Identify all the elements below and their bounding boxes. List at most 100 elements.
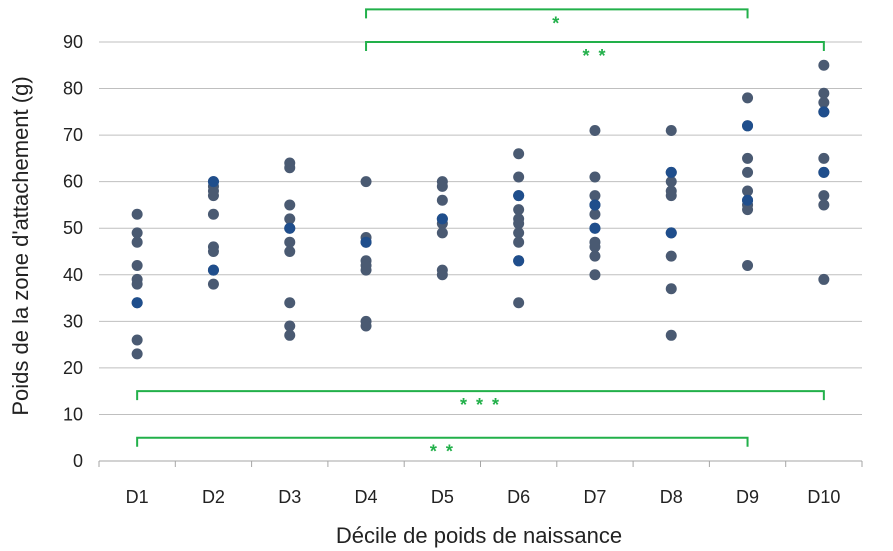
data-point-D1 [131,348,143,360]
y-tick-label-70: 70 [63,125,83,145]
data-point-D2 [207,278,219,290]
data-point-D1 [131,227,143,239]
data-point-D6 [513,218,525,230]
data-point-D7 [589,269,601,281]
data-point-D7 [589,208,601,220]
data-point-D9 [742,166,754,178]
data-point-D7 [589,171,601,183]
x-tick-label-D2: D2 [202,487,225,507]
data-point-D10 [818,59,830,71]
data-point-D9 [742,259,754,271]
data-point-D9 [742,152,754,164]
data-point-D5 [436,194,448,206]
data-point-highlight-D9 [742,194,754,206]
y-tick-label-0: 0 [73,451,83,471]
data-point-D3 [284,246,296,257]
data-point-D3 [284,199,296,211]
significance-bracket-D4-D10 [365,41,825,51]
data-point-D6 [513,227,525,239]
data-point-D1 [131,334,143,346]
data-point-highlight-D1 [131,297,143,309]
x-tick-label-D3: D3 [278,487,301,507]
data-point-D1 [131,208,143,220]
data-point-D10 [818,87,830,99]
data-point-D8 [665,283,677,295]
data-point-D10 [818,190,830,202]
y-axis-title: Poids de la zone d'attachement (g) [8,76,33,415]
y-tick-label-10: 10 [63,404,83,424]
data-point-D8 [665,176,677,188]
data-point-highlight-D2 [207,176,219,188]
x-tick-label-D1: D1 [126,487,149,507]
data-point-D1 [131,278,143,290]
data-point-D4 [360,264,372,276]
data-point-highlight-D8 [665,166,677,178]
y-tick-label-20: 20 [63,358,83,378]
data-point-D1 [131,236,143,248]
data-point-highlight-D5 [436,213,448,225]
data-point-D7 [589,190,601,202]
data-point-D8 [665,124,677,136]
y-tick-label-90: 90 [63,32,83,52]
data-point-D5 [436,269,448,281]
x-axis-title: Décile de poids de naissance [336,523,622,548]
data-point-D3 [284,297,296,309]
data-point-D9 [742,92,754,104]
data-point-D3 [284,213,296,225]
data-point-D2 [207,190,219,202]
significance-bracket-D1-D10 [136,390,825,401]
data-point-D10 [818,273,830,285]
x-tick-label-D7: D7 [583,487,606,507]
data-point-D7 [589,241,601,253]
data-point-D7 [589,250,601,262]
data-point-D9 [742,204,754,216]
significance-label-D1-D9: * * [430,442,455,462]
significance-brackets: * * * * * * * * [136,8,825,462]
data-point-D6 [513,236,525,248]
data-point-D6 [513,148,525,160]
data-point-highlight-D10 [818,106,830,118]
data-point-D5 [436,227,448,239]
data-point-D8 [665,329,677,341]
x-tick-label-D6: D6 [507,487,530,507]
data-point-D6 [513,204,525,216]
data-point-D1 [131,259,143,271]
data-point-highlight-D3 [284,222,296,234]
data-point-highlight-D7 [589,222,601,234]
data-point-D8 [665,190,677,202]
significance-bracket-D4-D9 [365,8,749,19]
tick-labels: 0 10 20 30 40 50 60 70 80 90 D1 D2 D3 D4 D5 D6 D7 D8 D9 D10 [63,32,840,507]
y-tick-label-40: 40 [63,265,83,285]
data-point-D5 [436,180,448,192]
data-point-D3 [284,162,296,174]
data-point-D2 [207,208,219,220]
data-point-D3 [284,329,296,341]
x-tick-label-D5: D5 [431,487,454,507]
data-point-D10 [818,97,830,109]
x-tick-label-D4: D4 [355,487,378,507]
data-point-D7 [589,124,601,136]
data-point-highlight-D4 [360,236,372,248]
data-point-D9 [742,185,754,197]
data-point-D3 [284,320,296,332]
data-point-highlight-D10 [818,166,830,178]
significance-label-D4-D9: * [552,13,561,33]
y-tick-label-50: 50 [63,218,83,238]
x-tick-label-D8: D8 [660,487,683,507]
data-point-D6 [513,297,525,309]
data-point-highlight-D8 [665,227,677,239]
data-point-highlight-D9 [742,120,754,132]
data-point-D3 [284,236,296,248]
y-tick-label-30: 30 [63,311,83,331]
data-point-D10 [818,199,830,211]
data-point-D2 [207,246,219,257]
data-point-D4 [360,320,372,332]
data-point-highlight-D2 [207,264,219,276]
data-point-highlight-D6 [513,255,525,267]
y-tick-label-80: 80 [63,79,83,99]
significance-label-D1-D10: * * * [460,395,501,415]
data-point-D10 [818,152,830,164]
significance-bracket-D1-D9 [136,436,749,447]
axes [98,460,863,467]
